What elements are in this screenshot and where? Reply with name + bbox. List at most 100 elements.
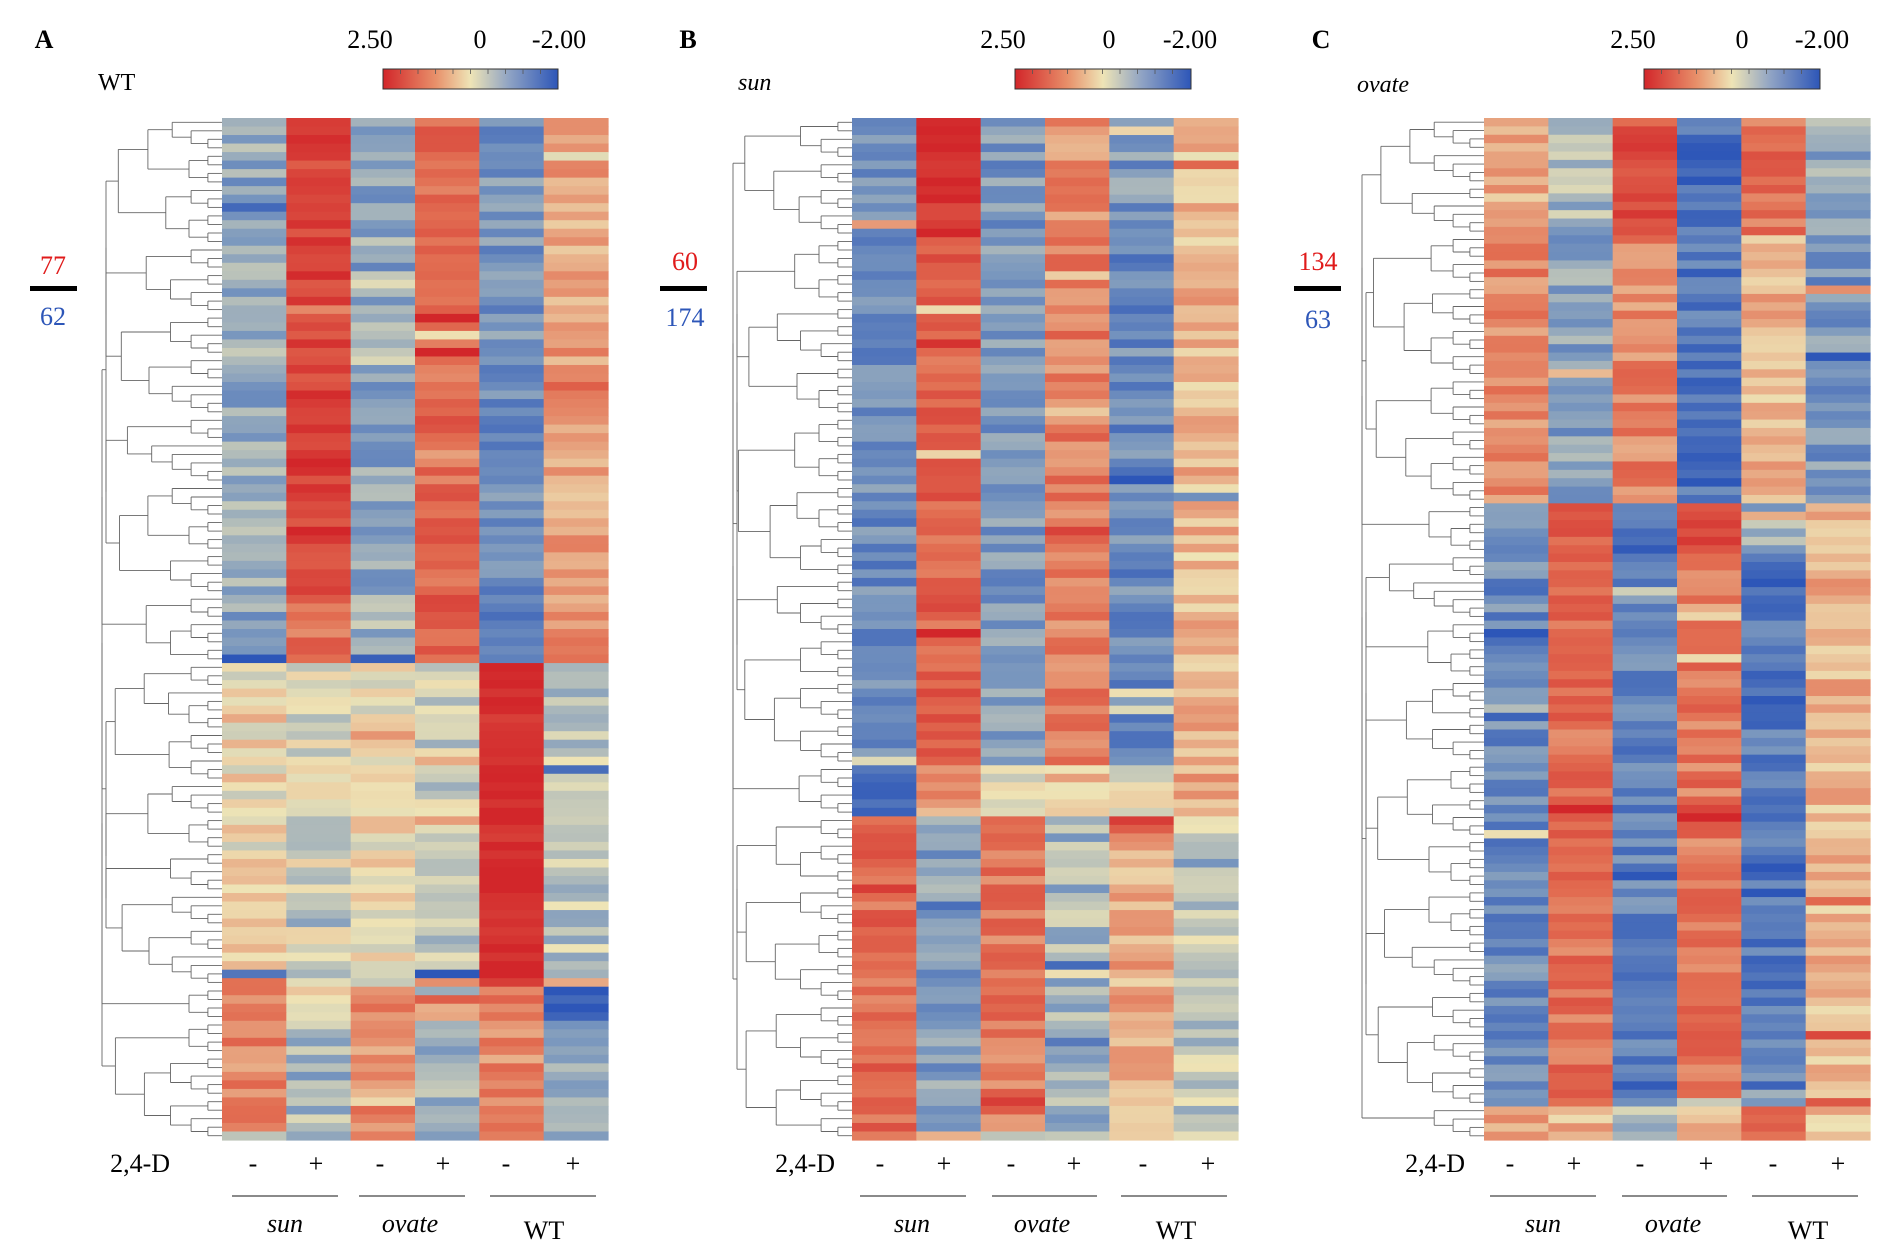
heatmap-cell	[222, 782, 287, 792]
heatmap-cell	[852, 927, 917, 937]
heatmap-cell	[980, 126, 1046, 136]
heatmap-cell	[1045, 1071, 1110, 1081]
heatmap-cell	[479, 935, 545, 945]
heatmap-cell	[980, 952, 1046, 962]
heatmap-cell	[286, 637, 352, 647]
heatmap-cell	[1677, 151, 1742, 161]
heatmap-cell	[916, 1122, 982, 1133]
heatmap-cell	[1484, 252, 1549, 262]
heatmap-cell	[1741, 838, 1807, 848]
heatmap-cell	[1548, 871, 1614, 881]
heatmap-cell	[1484, 696, 1549, 705]
heatmap-cell	[1173, 339, 1239, 349]
heatmap-cell	[916, 194, 982, 204]
heatmap-cell	[1677, 830, 1742, 840]
heatmap-cell	[980, 799, 1046, 809]
axis-labels-c: 2,4-D - + - + - + sun ovate WT	[1405, 1149, 1858, 1244]
heatmap-cell	[1548, 964, 1614, 974]
heatmap-cell	[980, 1097, 1046, 1107]
heatmap-cell	[479, 364, 545, 375]
heatmap-cell	[415, 714, 480, 724]
heatmap-cell	[222, 271, 287, 281]
heatmap-cell	[1805, 938, 1871, 948]
heatmap-cell	[980, 560, 1046, 570]
heatmap-cell	[1045, 560, 1110, 570]
heatmap-cell	[350, 910, 416, 920]
heatmap-cell	[1173, 952, 1239, 962]
heatmap-cell	[852, 739, 917, 749]
heatmap-cell	[479, 373, 545, 383]
heatmap-cell	[1805, 377, 1871, 387]
heatmap-cell	[980, 356, 1046, 366]
heatmap-cell	[1612, 763, 1678, 773]
heatmap-cell	[222, 935, 287, 945]
heatmap-cell	[222, 927, 287, 937]
heatmap-cell	[543, 262, 609, 272]
heatmap-cell	[286, 347, 352, 358]
heatmap-cell	[1109, 978, 1175, 988]
heatmap-cell	[1805, 830, 1871, 840]
heatmap-cell	[1173, 560, 1239, 570]
heatmap-cell	[350, 279, 416, 289]
heatmap-cell	[350, 867, 416, 877]
heatmap-cell	[1484, 846, 1549, 856]
heatmap-cell	[222, 135, 287, 145]
heatmap-cell	[1805, 712, 1871, 722]
heatmap-cell	[1548, 980, 1614, 990]
heatmap-cell	[1484, 185, 1549, 194]
heatmap-cell	[1741, 118, 1807, 127]
heatmap-cell	[1741, 302, 1807, 312]
heatmap-cell	[286, 714, 352, 724]
count-divider-b	[660, 286, 707, 291]
heatmap-cell	[222, 893, 287, 903]
heatmap-cell	[286, 296, 352, 306]
heatmap-cell	[1109, 927, 1175, 937]
heatmap-cell	[1109, 313, 1175, 323]
heatmap-cell	[1741, 511, 1807, 521]
heatmap-cell	[1173, 1012, 1239, 1022]
heatmap-cell	[1741, 402, 1807, 412]
heatmap-cell	[1548, 268, 1614, 278]
heatmap-cell	[1173, 1063, 1239, 1073]
heatmap-cell	[980, 177, 1046, 187]
heatmap-cell	[1741, 721, 1807, 731]
heatmap-cell	[1109, 322, 1175, 332]
heatmap-cell	[1484, 746, 1549, 756]
heatmap-cell	[916, 790, 982, 800]
heatmap-cell	[1109, 629, 1175, 639]
heatmap-cell	[916, 816, 982, 826]
heatmap-cell	[852, 1122, 917, 1133]
column-sign-c-2: -	[1636, 1149, 1645, 1178]
heatmap-cell	[1805, 352, 1871, 362]
heatmap-cell	[1045, 1080, 1110, 1090]
heatmap-cell	[980, 433, 1046, 443]
heatmap-cell	[1612, 377, 1678, 387]
heatmap-cell	[286, 424, 352, 434]
heatmap-cell	[1109, 262, 1175, 272]
heatmap-cell	[479, 586, 545, 596]
heatmap-cell	[1109, 254, 1175, 264]
heatmap-cell	[1805, 402, 1871, 412]
heatmap-cell	[1677, 587, 1742, 597]
heatmap-cell	[479, 271, 545, 281]
heatmap-cell	[1741, 293, 1807, 303]
heatmap-cell	[980, 841, 1046, 852]
heatmap-cell	[479, 629, 545, 639]
heatmap-cell	[852, 646, 917, 656]
heatmap-cell	[1677, 603, 1742, 613]
heatmap-cell	[222, 484, 287, 494]
heatmap-cell	[1612, 319, 1678, 329]
heatmap-cell	[543, 935, 609, 945]
heatmap-cell	[350, 927, 416, 937]
heatmap-cell	[415, 807, 480, 817]
heatmap-cell	[350, 356, 416, 366]
heatmap-cell	[980, 1003, 1046, 1013]
heatmap-cell	[415, 637, 480, 647]
heatmap-cell	[1173, 288, 1239, 298]
heatmap-cell	[1548, 469, 1614, 479]
heatmap-cell	[543, 1020, 609, 1030]
heatmap-cell	[980, 169, 1046, 179]
heatmap-cell	[1109, 1020, 1175, 1030]
heatmap-cell	[852, 347, 917, 358]
heatmap-cell	[479, 1097, 545, 1107]
